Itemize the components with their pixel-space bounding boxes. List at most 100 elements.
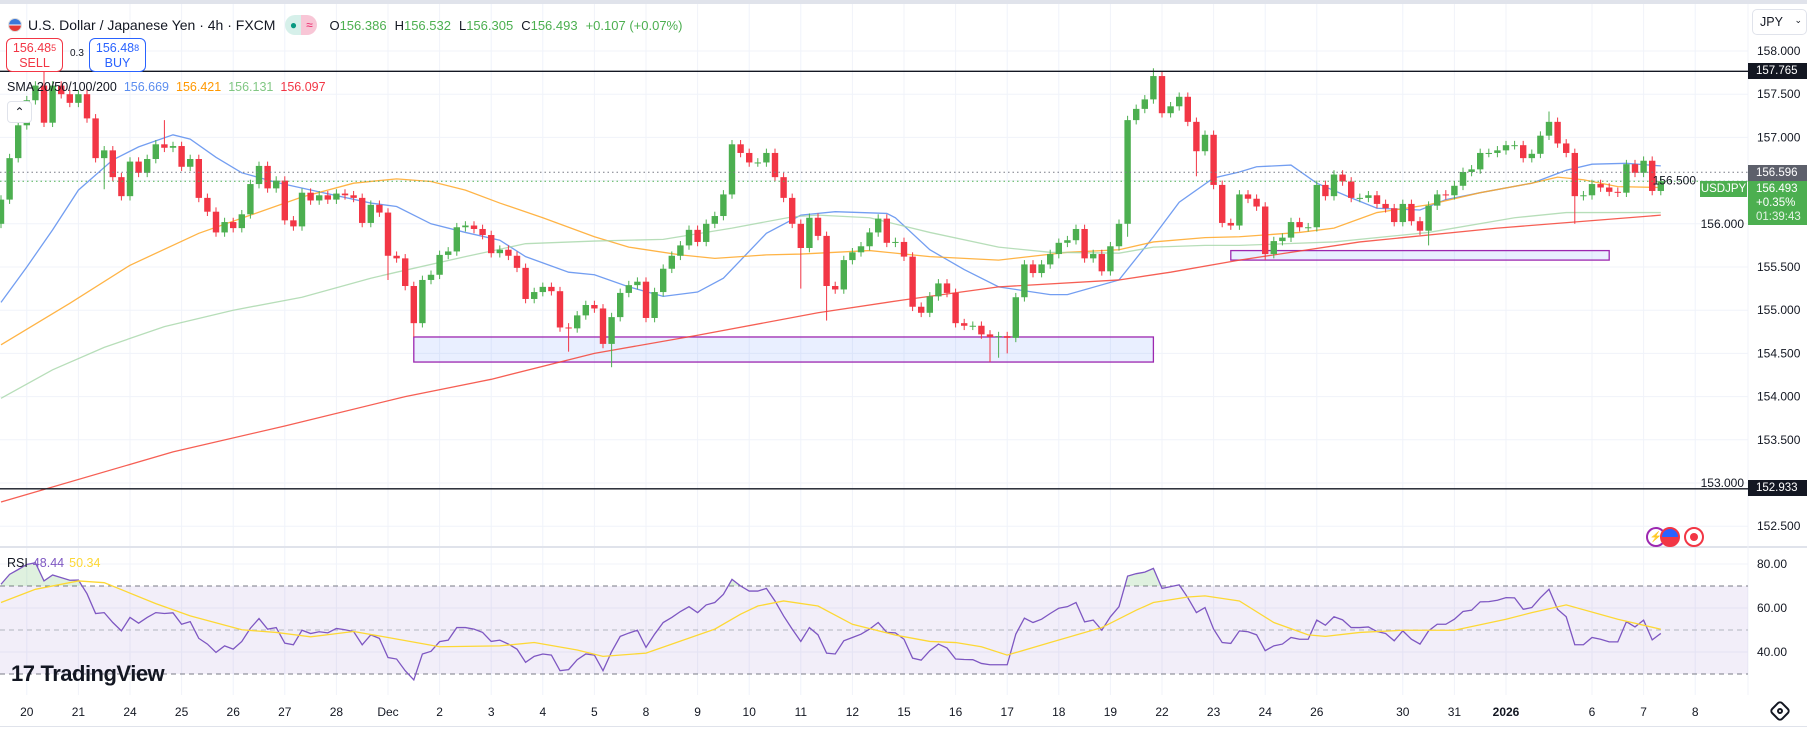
record-dot-icon[interactable] [1684,527,1704,547]
candle-up [539,286,546,293]
candle-up [969,325,976,327]
time-tick-label: 27 [278,705,292,719]
time-tick-label: 20 [20,705,34,719]
candle-up [660,268,667,293]
candle-up [1485,152,1492,154]
candle-down [565,327,572,329]
chevron-up-icon: ⌃ [14,105,25,119]
candle-down [195,159,202,198]
rsi-legend[interactable]: RSI 48.44 50.34 [7,556,100,570]
price-tick-label: 155.000 [1757,303,1801,317]
buy-button[interactable]: 156.488 BUY [89,38,146,72]
tradingview-logo[interactable]: 17 TradingView [11,661,165,687]
candle-down [1597,184,1604,188]
candle-up [152,144,159,159]
level-low-label[interactable]: 152.933 [1748,480,1807,496]
candle-up [1064,240,1071,243]
candle-down [789,197,796,224]
candle-up [857,246,865,253]
candle-down [1081,228,1088,259]
candle-up [703,223,710,242]
candle-up [101,150,108,159]
buy-label: BUY [104,56,131,70]
candle-up [1176,96,1183,107]
candle-up [1270,241,1277,255]
candle-down [883,218,890,243]
candle-down [1563,143,1570,153]
change-percent: +0.35% [1756,197,1796,209]
candle-up [763,152,770,163]
candle-up [1305,227,1312,229]
time-tick-label: 25 [175,705,189,719]
open-label: O [329,17,340,33]
candle-up [677,245,684,256]
bar-countdown: 01:39:43 [1756,211,1801,223]
candle-down [1227,222,1234,226]
sma-legend[interactable]: SMA 20/50/100/200 156.669 156.421 156.13… [7,80,326,94]
time-tick-label: 22 [1155,705,1169,719]
us-economic-event-icon[interactable] [1660,527,1680,547]
close-value: 156.493 [530,17,578,33]
rsi-value: 48.44 [32,556,65,570]
candle-down [1649,160,1656,191]
level-high-label[interactable]: 157.765 [1748,63,1807,79]
candle-up [866,232,873,247]
candle-down [109,150,116,178]
candle-up [1494,150,1501,153]
time-tick-label: 7 [1640,705,1647,719]
candle-down [522,267,529,299]
time-tick-label: 31 [1448,705,1462,719]
candle-up [625,285,632,293]
candle-up [1047,254,1054,265]
candle-up [754,162,761,164]
high-label: H [394,17,404,33]
symbol-title[interactable]: U.S. Dollar / Japanese Yen · 4h · FXCM [28,17,276,33]
collapse-legend-button[interactable]: ⌃ [7,101,32,123]
candle-up [1365,195,1372,198]
chart-header: U.S. Dollar / Japanese Yen · 4h · FXCM ●… [8,14,682,36]
candle-down [513,255,521,268]
candle-down [1631,164,1639,173]
candle-down [1322,184,1329,197]
event-markers[interactable]: ⚡ [1646,527,1704,547]
candle-down [943,283,951,293]
candle-up [875,218,882,233]
candle-up [462,225,469,228]
sma100-value: 156.131 [228,80,274,94]
candle-up [892,241,899,243]
candle-down [161,144,168,148]
price-levels[interactable] [0,70,1748,490]
candle-down [1614,191,1621,193]
market-status-pill[interactable]: ● ≈ [285,15,318,35]
candle-down [1408,203,1415,222]
candle-up [316,195,323,201]
sma100-line [0,211,1661,399]
candle-down [1373,195,1381,204]
rsi-tick-label: 60.00 [1757,601,1787,615]
time-tick-label: 28 [330,705,344,719]
candle-down [66,94,73,103]
candles [0,63,1664,368]
candle-up [849,252,856,261]
candle-up [720,194,727,217]
candle-up [1545,121,1553,136]
candle-up [247,184,254,215]
top-bar [0,0,1807,4]
time-tick-label: 23 [1207,705,1221,719]
support-zones[interactable] [413,249,1610,363]
price-tick-label: 157.000 [1757,130,1801,144]
time-tick-label: 11 [795,705,808,719]
tradingview-logo-mark: 17 [11,661,35,686]
time-tick-label: 8 [643,705,650,719]
candle-down [1184,96,1191,122]
candle-up [49,85,56,123]
bottom-border [0,726,1807,727]
candle-up [935,283,942,297]
currency-select[interactable]: JPY ⌄ [1752,9,1807,35]
candle-up [1072,228,1080,241]
time-tick-label: Dec [377,705,398,719]
candle-down [1210,134,1217,185]
candle-down [1416,221,1424,231]
sell-button[interactable]: 156.485 SELL [6,38,63,72]
